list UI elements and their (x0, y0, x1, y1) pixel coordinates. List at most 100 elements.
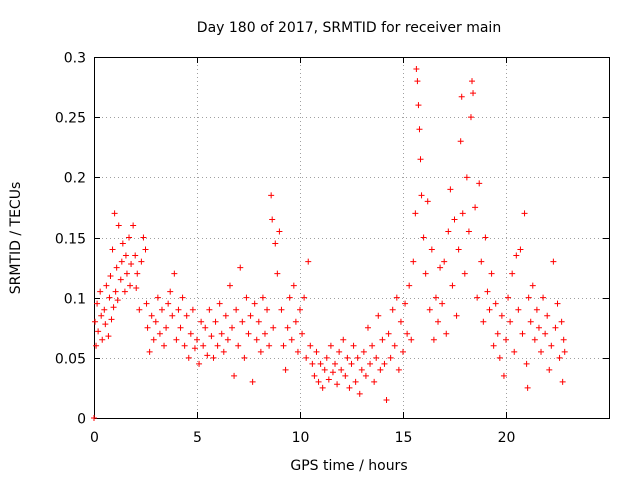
data-point (397, 318, 404, 325)
data-point (101, 306, 108, 313)
data-point (241, 354, 248, 361)
data-point (319, 384, 326, 391)
data-point (208, 333, 215, 340)
data-point (156, 330, 163, 337)
data-point (415, 102, 422, 109)
data-point (171, 270, 178, 277)
data-point (179, 294, 186, 301)
data-point (165, 300, 172, 307)
data-point (143, 300, 150, 307)
data-point (97, 288, 104, 295)
x-tick-label: 0 (90, 430, 99, 446)
data-point (167, 288, 174, 295)
data-point (367, 360, 374, 367)
data-point (294, 348, 301, 355)
y-tick-label: 0.25 (55, 111, 86, 127)
data-point (465, 228, 472, 235)
data-point (276, 228, 283, 235)
data-point (488, 270, 495, 277)
data-point (255, 318, 262, 325)
data-point (270, 324, 277, 331)
data-point (266, 342, 273, 349)
y-tick-label: 0.1 (64, 292, 86, 308)
y-axis-label: SRMTID / TECUs (8, 182, 24, 295)
data-point (408, 336, 415, 343)
data-point (111, 210, 118, 217)
data-point (112, 288, 119, 295)
data-point (389, 306, 396, 313)
data-point (406, 282, 413, 289)
data-point (336, 348, 343, 355)
data-point (340, 336, 347, 343)
data-point (119, 240, 126, 247)
chart-title: Day 180 of 2017, SRMTID for receiver mai… (197, 20, 501, 36)
data-point (107, 273, 114, 280)
data-point (136, 306, 143, 313)
data-point (459, 210, 466, 217)
data-point (204, 352, 211, 359)
data-point (453, 312, 460, 319)
data-point (490, 342, 497, 349)
data-point (416, 126, 423, 133)
data-point (185, 354, 192, 361)
data-point (150, 336, 157, 343)
data-point (360, 348, 367, 355)
data-point (426, 306, 433, 313)
data-point (309, 360, 316, 367)
data-point (412, 210, 419, 217)
data-point (198, 318, 205, 325)
data-point (338, 366, 345, 373)
data-point (105, 333, 112, 340)
data-point (282, 366, 289, 373)
data-point (327, 342, 334, 349)
data-point (404, 330, 411, 337)
y-tick-label: 0.2 (64, 171, 86, 187)
x-tick-label: 15 (395, 430, 413, 446)
data-point (163, 324, 170, 331)
data-point (200, 342, 207, 349)
data-point (492, 300, 499, 307)
data-point (519, 330, 526, 337)
data-point (214, 342, 221, 349)
data-point (424, 198, 431, 205)
x-tick-label: 5 (193, 430, 202, 446)
data-point (115, 222, 122, 229)
data-point (222, 312, 229, 319)
data-point (93, 342, 100, 349)
data-point (346, 384, 353, 391)
data-point (216, 300, 223, 307)
data-point (476, 180, 483, 187)
data-point (274, 270, 281, 277)
data-point (463, 174, 470, 181)
data-point (177, 324, 184, 331)
data-point (417, 156, 424, 163)
data-point (323, 354, 330, 361)
data-point (133, 285, 140, 292)
data-point (290, 282, 297, 289)
data-point (550, 258, 557, 265)
data-point (311, 372, 318, 379)
x-axis-label: GPS time / hours (290, 458, 407, 474)
data-point (103, 282, 110, 289)
data-point (224, 336, 231, 343)
data-point (467, 114, 474, 121)
data-point (472, 204, 479, 211)
data-point (413, 66, 420, 73)
data-point (430, 336, 437, 343)
data-point (379, 336, 386, 343)
data-point (212, 318, 219, 325)
data-point (507, 318, 514, 325)
data-point (354, 354, 361, 361)
data-point (95, 328, 102, 335)
data-point (525, 294, 532, 301)
data-point (535, 324, 542, 331)
data-point (144, 324, 151, 331)
data-point (402, 300, 409, 307)
y-tick-label: 0 (77, 412, 86, 428)
data-point (482, 234, 489, 241)
data-point (556, 354, 563, 361)
data-point (362, 372, 369, 379)
data-point (229, 324, 236, 331)
data-point (369, 342, 376, 349)
data-point (91, 415, 97, 421)
